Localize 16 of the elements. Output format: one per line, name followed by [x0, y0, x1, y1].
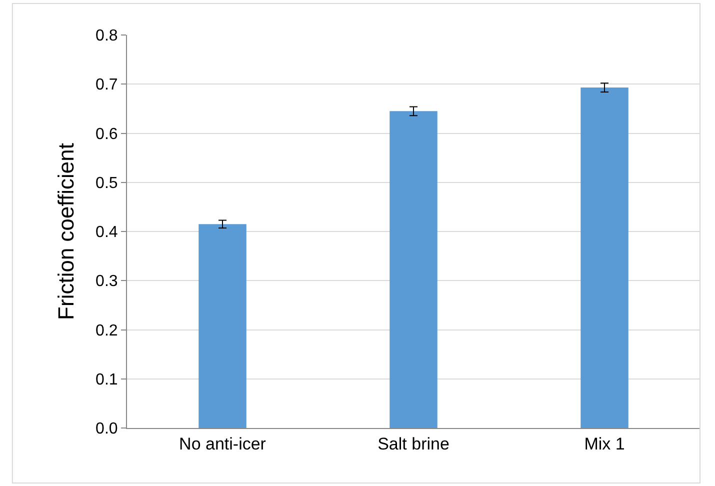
y-tick-label: 0.5	[96, 174, 118, 192]
bar	[390, 111, 438, 428]
y-tick-label: 0.6	[96, 126, 118, 143]
y-tick-label: 0.1	[96, 371, 118, 388]
y-axis-title: Friction coefficient	[53, 143, 78, 320]
y-tick-label: 0.4	[96, 224, 118, 242]
y-tick-label: 0.0	[96, 420, 118, 438]
x-tick-label: Salt brine	[378, 434, 450, 454]
x-tick-label: Mix 1	[584, 434, 625, 454]
y-tick-label: 0.2	[96, 322, 118, 340]
y-tick-label: 0.3	[96, 273, 118, 290]
y-tick-label: 0.8	[96, 28, 118, 45]
y-tick-label: 0.7	[96, 76, 118, 94]
x-tick-label: No anti-icer	[179, 434, 266, 454]
bar	[198, 224, 246, 428]
bar	[580, 88, 628, 428]
